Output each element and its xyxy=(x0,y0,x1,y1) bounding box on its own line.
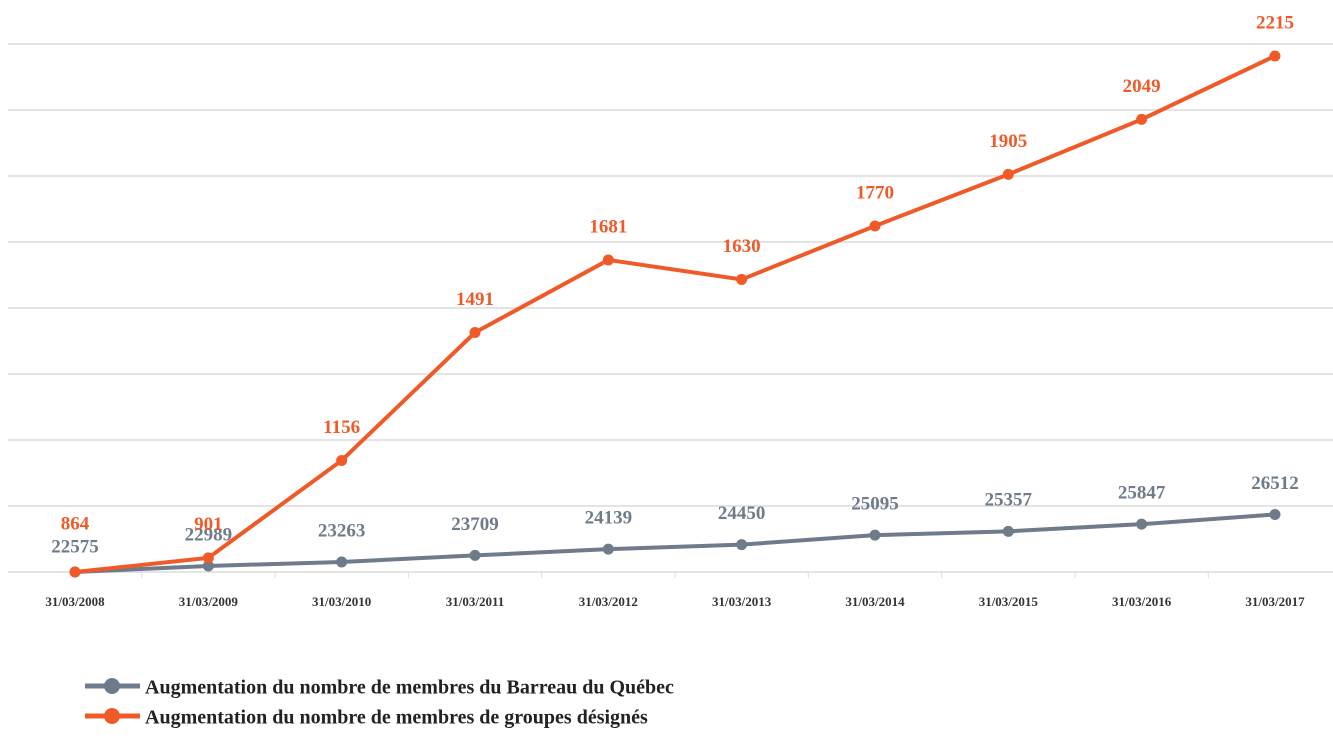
legend-marker xyxy=(104,708,120,724)
series-line xyxy=(74,54,1276,574)
data-label: 25357 xyxy=(985,490,1033,511)
x-tick-label: 31/03/2017 xyxy=(1245,594,1305,609)
data-point xyxy=(869,529,881,541)
data-label: 1770 xyxy=(856,182,894,203)
legend-label: Augmentation du nombre de membres de gro… xyxy=(145,707,648,729)
data-label: 2215 xyxy=(1256,12,1294,33)
data-label: 24450 xyxy=(718,503,766,524)
legend-marker xyxy=(104,678,120,694)
data-point xyxy=(69,566,81,578)
data-point xyxy=(736,273,748,285)
x-tick-label: 31/03/2015 xyxy=(979,594,1039,609)
data-point xyxy=(1269,50,1281,62)
data-point xyxy=(1136,113,1148,125)
data-label: 23263 xyxy=(318,520,366,541)
data-point xyxy=(1002,525,1014,537)
x-tick-label: 31/03/2008 xyxy=(45,594,105,609)
data-point xyxy=(202,552,214,564)
data-label: 25847 xyxy=(1118,483,1166,504)
data-point xyxy=(736,539,748,551)
x-tick-label: 31/03/2016 xyxy=(1112,594,1172,609)
data-point xyxy=(1002,168,1014,180)
data-label: 1156 xyxy=(323,417,360,438)
data-point xyxy=(1269,508,1281,520)
data-point xyxy=(469,549,481,561)
data-point xyxy=(1136,518,1148,530)
data-point xyxy=(469,327,481,339)
data-label: 24139 xyxy=(585,507,633,528)
data-label: 23709 xyxy=(451,514,499,535)
data-point xyxy=(869,220,881,232)
x-tick-label: 31/03/2012 xyxy=(579,594,638,609)
data-point xyxy=(336,556,348,568)
data-label: 22989 xyxy=(185,524,233,545)
x-tick-label: 31/03/2011 xyxy=(446,594,505,609)
x-tick-label: 31/03/2013 xyxy=(712,594,772,609)
data-label: 864 xyxy=(61,513,90,534)
data-point xyxy=(602,254,614,266)
x-tick-label: 31/03/2010 xyxy=(312,594,371,609)
data-label: 22575 xyxy=(51,536,99,557)
legend-label: Augmentation du nombre de membres du Bar… xyxy=(145,677,674,699)
data-label: 26512 xyxy=(1251,473,1299,494)
data-point xyxy=(336,454,348,466)
data-label: 1681 xyxy=(589,216,627,237)
data-label: 2049 xyxy=(1123,76,1161,97)
data-point xyxy=(202,560,214,572)
data-label: 25095 xyxy=(851,494,899,515)
data-label: 1491 xyxy=(456,289,494,310)
data-label: 901 xyxy=(194,514,223,535)
x-tick-label: 31/03/2009 xyxy=(179,594,239,609)
series-line xyxy=(74,512,1276,574)
data-label: 1905 xyxy=(989,131,1027,152)
data-point xyxy=(602,543,614,555)
x-tick-label: 31/03/2014 xyxy=(845,594,905,609)
data-label: 1630 xyxy=(723,236,761,257)
